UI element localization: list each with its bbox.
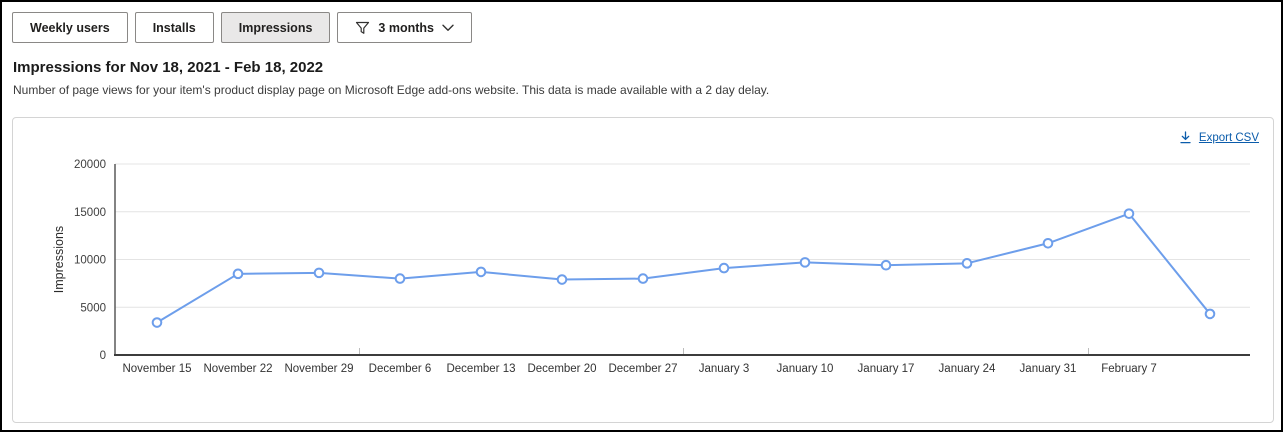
data-point-marker[interactable] [637,273,649,284]
x-tick-label: January 10 [777,363,834,375]
x-tick-label: January 17 [858,363,915,375]
data-point-marker[interactable] [556,274,568,285]
weekly-users-button[interactable]: Weekly users [12,12,128,43]
x-tick-label: November 29 [284,363,353,375]
x-tick-label: December 27 [608,363,677,375]
series-line [156,212,1211,324]
y-tick-label: 0 [100,350,106,362]
chart-card: Export CSV 0 5000 10000 15000 20000 Impressio… [12,117,1274,423]
data-point-marker[interactable] [394,273,406,284]
time-range-dropdown[interactable]: 3 months [337,12,472,43]
x-tick-label: December 20 [527,363,596,375]
metric-toolbar: Weekly users Installs Impressions 3 mont… [12,12,1281,43]
x-tick-label: January 31 [1020,363,1077,375]
data-point-marker[interactable] [799,257,811,268]
installs-button[interactable]: Installs [134,12,214,43]
data-point-marker[interactable] [961,258,973,269]
data-point-marker[interactable] [232,268,244,280]
x-tick-label: December 6 [369,363,432,375]
x-tick-label: January 3 [699,363,750,375]
impressions-button[interactable]: Impressions [220,12,331,43]
data-point-marker[interactable] [475,266,487,278]
data-point-marker[interactable] [151,317,163,328]
download-icon [1180,131,1191,144]
time-range-label: 3 months [378,20,434,35]
y-tick-label: 20000 [74,159,106,171]
impressions-line-chart: 0 5000 10000 15000 20000 Impressions November … [52,159,1250,375]
y-axis-title: Impressions [52,226,66,293]
y-tick-label: 15000 [74,207,106,219]
data-point-marker[interactable] [1123,208,1135,219]
page-title: Impressions for Nov 18, 2021 - Feb 18, 2… [13,59,324,76]
data-point-marker[interactable] [313,267,325,279]
export-csv-label: Export CSV [1198,131,1259,144]
x-tick-label: November 22 [203,363,272,375]
x-tick-label: December 13 [446,363,515,375]
filter-funnel-icon [356,21,370,34]
page-description: Number of page views for your item's pro… [13,83,770,97]
x-tick-label: January 24 [939,363,997,375]
data-point-marker[interactable] [880,259,892,271]
data-point-marker[interactable] [718,262,730,274]
x-tick-label: November 15 [122,363,191,375]
x-tick-label: February 7 [1101,363,1157,375]
data-point-marker[interactable] [1042,237,1054,249]
y-tick-label: 10000 [74,255,106,267]
data-point-marker[interactable] [1204,308,1216,320]
export-csv-link[interactable]: Export CSV [1179,131,1259,144]
y-tick-label: 5000 [80,302,106,314]
chevron-down-icon [442,24,454,31]
